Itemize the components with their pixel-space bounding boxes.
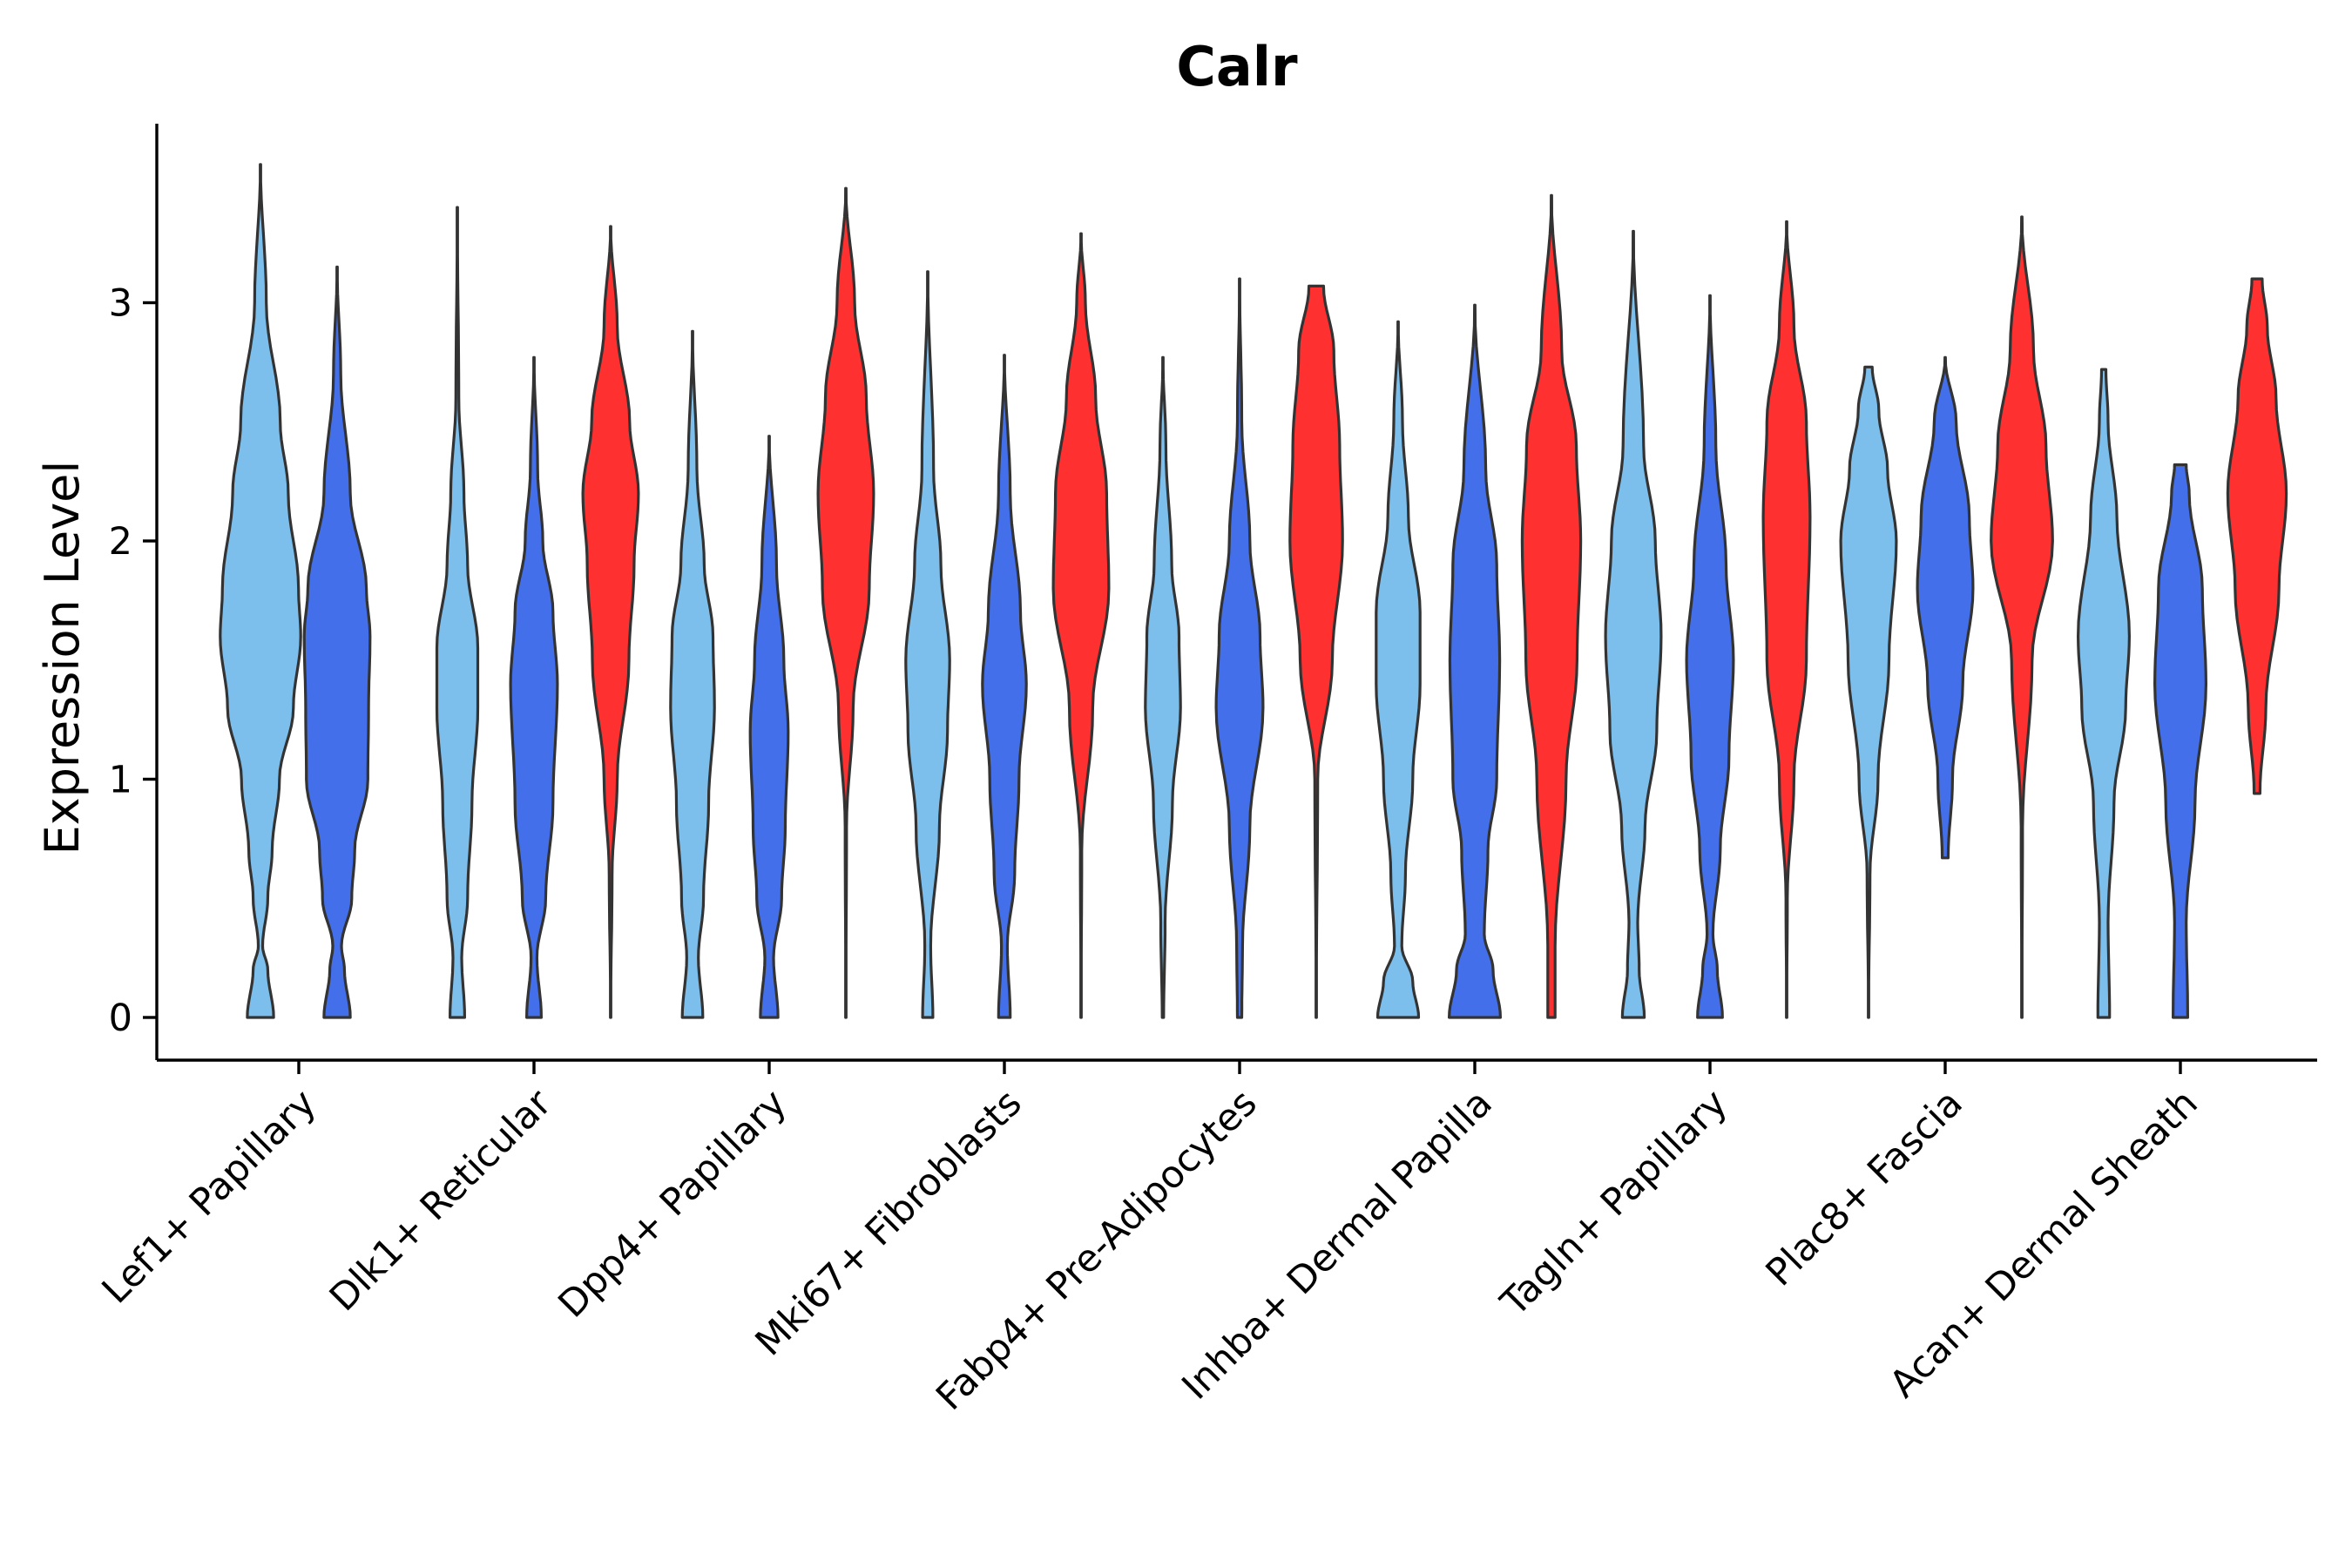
violin-light — [1375, 320, 1422, 1019]
violin-red — [1990, 215, 2054, 1019]
violin-blue — [2153, 463, 2207, 1019]
violin-light — [904, 270, 951, 1019]
violin-light — [1839, 365, 1898, 1019]
y-tick-label: 2 — [109, 520, 132, 564]
chart-title: Calr — [1176, 35, 1298, 98]
violin-red — [1761, 220, 1812, 1019]
x-category-label: Mki67+ Fibroblasts — [747, 1081, 1031, 1364]
y-axis-label: Expression Level — [35, 461, 90, 855]
violin-red — [1520, 193, 1583, 1019]
violin-blue — [748, 435, 790, 1019]
violin-blue — [509, 355, 559, 1019]
y-tick-label: 3 — [109, 282, 132, 326]
violin-blue — [1448, 303, 1502, 1019]
x-category-label: Plac8+ Fascia — [1758, 1081, 1971, 1294]
violin-blue — [302, 265, 372, 1019]
violin-blue — [1214, 277, 1265, 1019]
violin-blue — [981, 354, 1028, 1019]
violin-light — [669, 329, 716, 1019]
x-category-label: Dlk1+ Reticular — [321, 1081, 560, 1320]
violin-light — [1144, 355, 1182, 1019]
y-tick-label: 1 — [109, 759, 132, 802]
violin-blue — [1916, 355, 1975, 860]
violin-red — [816, 186, 875, 1019]
violin-red — [2226, 277, 2288, 795]
violin-red — [1051, 232, 1111, 1019]
x-category-label: Dpp4+ Papillary — [551, 1081, 795, 1326]
violin-light — [435, 206, 480, 1019]
violin-light — [2077, 368, 2131, 1019]
x-category-label: Tagln+ Papillary — [1492, 1081, 1736, 1325]
y-ticks: 0 1 2 3 — [109, 282, 157, 1040]
violins-layer — [219, 163, 2288, 1019]
violin-light — [219, 163, 302, 1019]
violin-red — [581, 225, 640, 1019]
x-category-label: Lef1+ Papillary — [94, 1081, 325, 1312]
y-tick-label: 0 — [109, 997, 132, 1040]
violin-red — [1288, 284, 1344, 1019]
violin-light — [1604, 229, 1663, 1019]
violin-blue — [1685, 294, 1735, 1019]
